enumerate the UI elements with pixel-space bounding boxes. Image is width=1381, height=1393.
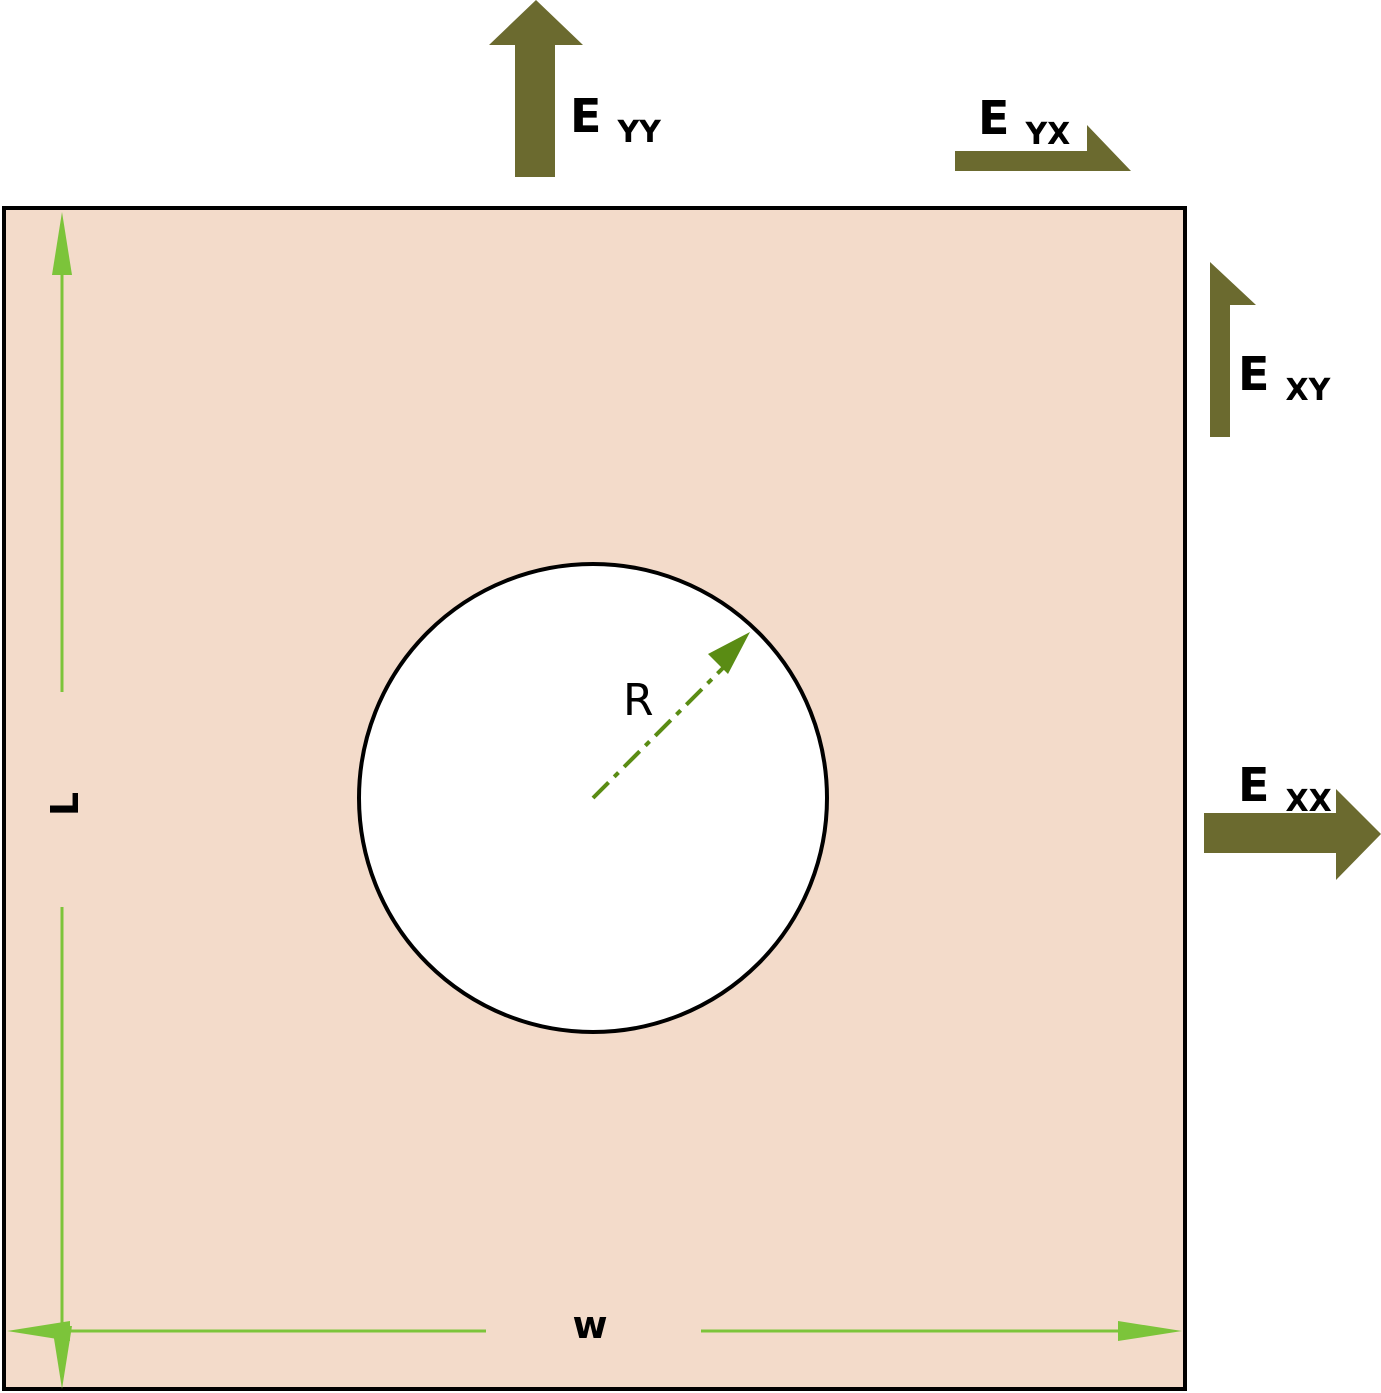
strain-xy-arrow-icon: [1210, 262, 1256, 437]
strain-xy-label: E XY: [1238, 347, 1332, 408]
strain-xx-label: E XX: [1238, 758, 1332, 819]
strain-yx-label: E YX: [978, 91, 1070, 152]
strain-yy-arrow-icon: [489, 0, 583, 177]
length-bottom-arrowhead-icon: [52, 1326, 72, 1389]
strain-xy-label-main: E: [1238, 347, 1269, 401]
strain-yy-label-sub: YY: [616, 115, 662, 150]
radius-arrowhead-icon: [708, 632, 750, 674]
width-right-arrowhead-icon: [1118, 1321, 1182, 1341]
length-label: L: [43, 792, 87, 816]
radius-label: R: [623, 675, 654, 726]
length-top-arrowhead-icon: [52, 212, 72, 275]
width-left-arrowhead-icon: [7, 1321, 70, 1341]
strain-yx-label-main: E: [978, 91, 1009, 145]
strain-yx-label-sub: YX: [1024, 117, 1070, 152]
width-label: w: [572, 1303, 607, 1347]
strain-yx-arrow-icon: [955, 125, 1131, 171]
strain-xx-arrow-icon: [1204, 789, 1381, 880]
strain-xy-label-sub: XY: [1285, 373, 1331, 408]
radius-dimension-line: [591, 664, 727, 800]
strain-yy-label-main: E: [570, 89, 601, 143]
strain-xx-label-sub: XX: [1285, 784, 1331, 819]
strain-yy-label: E YY: [570, 89, 662, 150]
strain-xx-label-main: E: [1238, 758, 1269, 812]
